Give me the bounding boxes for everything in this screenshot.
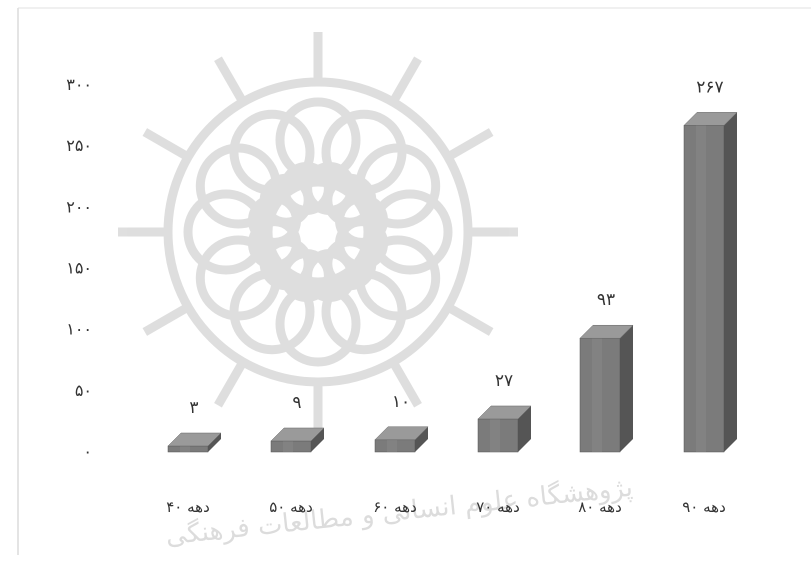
bar: [374, 426, 429, 453]
x-axis: دهه ۴۰ دهه ۵۰ دهه ۶۰ دهه ۷۰ دهه ۸۰ دهه ۹۰: [166, 498, 726, 516]
x-tick-label: دهه ۶۰: [373, 498, 417, 516]
y-axis: ۰ ۵۰ ۱۰۰ ۱۵۰ ۲۰۰ ۲۵۰ ۳۰۰: [66, 75, 92, 461]
x-tick-label: دهه ۴۰: [166, 498, 210, 516]
y-tick-label: ۲۰۰: [66, 197, 92, 216]
data-label: ۹۳: [597, 290, 615, 310]
x-tick-label: دهه ۸۰: [578, 498, 622, 516]
y-tick-label: ۱۵۰: [66, 259, 92, 278]
y-tick-label: ۲۵۰: [66, 136, 92, 155]
bar: [167, 432, 222, 453]
bar: [270, 427, 325, 453]
bar: [477, 405, 532, 453]
bar: [683, 112, 738, 453]
y-tick-label: ۰: [83, 442, 92, 461]
data-label: ۳: [189, 398, 198, 418]
x-tick-label: دهه ۷۰: [476, 498, 520, 516]
x-tick-label: دهه ۹۰: [682, 498, 726, 516]
bar: [579, 324, 634, 453]
y-tick-label: ۳۰۰: [66, 75, 92, 94]
data-label: ۱۰: [392, 392, 410, 412]
star-rosette-logo-icon: [118, 32, 518, 432]
y-tick-label: ۵۰: [75, 381, 92, 400]
data-label: ۹: [292, 393, 301, 413]
data-label: ۲۶۷: [696, 77, 723, 97]
data-labels: ۳ ۹ ۱۰ ۲۷ ۹۳ ۲۶۷: [189, 77, 723, 418]
bars: [167, 112, 738, 453]
y-tick-label: ۱۰۰: [66, 320, 92, 339]
data-label: ۲۷: [495, 371, 513, 391]
x-tick-label: دهه ۵۰: [269, 498, 313, 516]
